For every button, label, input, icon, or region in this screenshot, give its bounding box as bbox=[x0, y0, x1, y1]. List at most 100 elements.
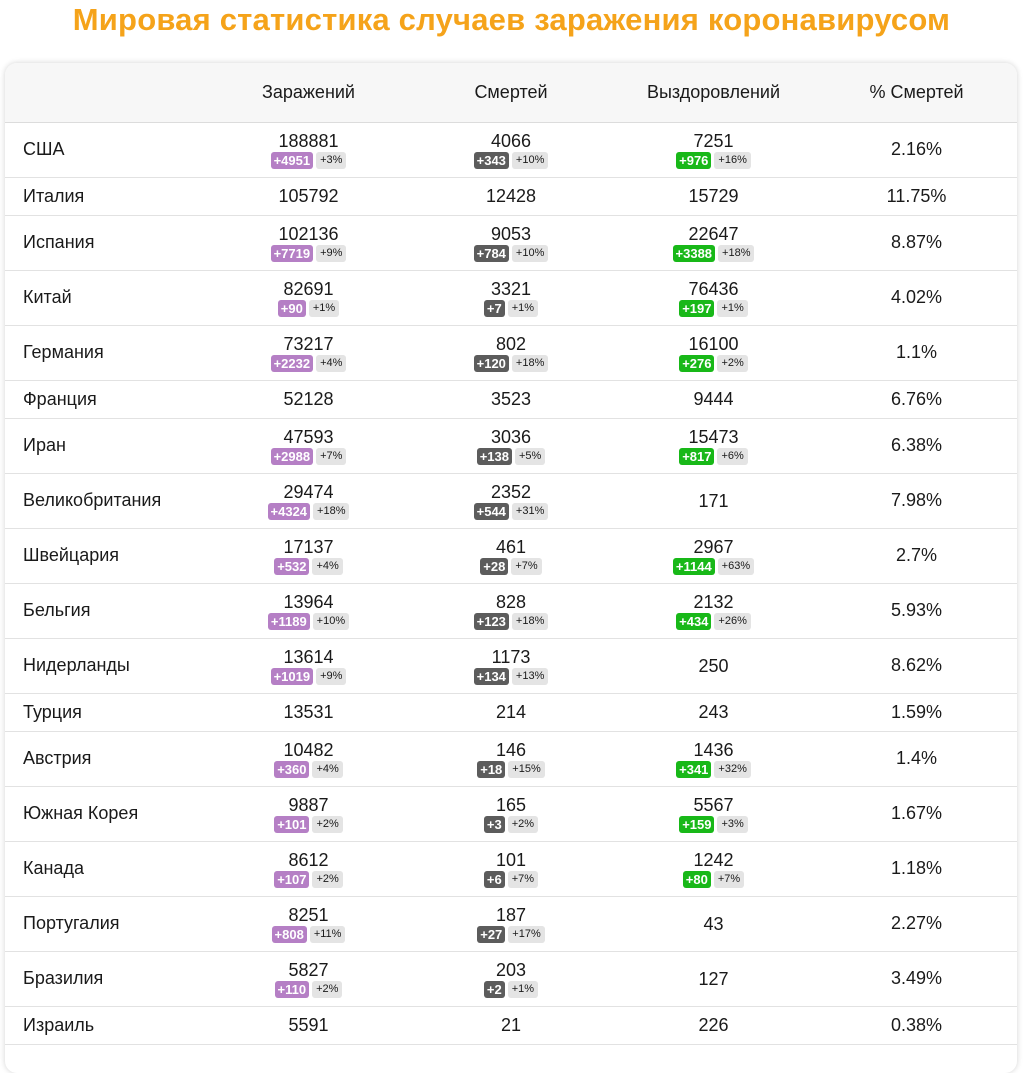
deaths-percent-badge: +10% bbox=[511, 244, 549, 262]
deaths-value: 12428 bbox=[485, 186, 537, 206]
recovered-cell: 15473 +817 +6% bbox=[611, 418, 816, 473]
deaths-change-badges: +18 +15% bbox=[411, 760, 611, 778]
deaths-cell: 203 +2 +1% bbox=[411, 951, 611, 1006]
cases-new-badge: +107 bbox=[274, 870, 310, 888]
deaths-new-badge: +27 bbox=[477, 925, 506, 943]
mortality-value: 1.18% bbox=[890, 858, 943, 878]
mortality-value: 8.62% bbox=[890, 655, 943, 675]
cases-value: 102136 bbox=[278, 223, 339, 244]
deaths-value: 3523 bbox=[490, 389, 532, 409]
cases-percent-badge: +2% bbox=[312, 815, 343, 833]
deaths-percent-badge: +13% bbox=[511, 667, 549, 685]
mortality-value: 6.38% bbox=[890, 435, 943, 455]
cases-value: 5591 bbox=[288, 1015, 329, 1035]
cases-new-badge: +1189 bbox=[267, 612, 310, 630]
cases-percent-badge: +4% bbox=[316, 354, 347, 372]
recovered-cell: 171 bbox=[611, 473, 816, 528]
cases-percent-badge: +11% bbox=[309, 925, 346, 943]
deaths-value: 9053 bbox=[490, 223, 532, 244]
deaths-change-badges: +27 +17% bbox=[411, 925, 611, 943]
cases-change-badges: +107 +2% bbox=[206, 870, 411, 888]
country-name: Бельгия bbox=[23, 600, 91, 620]
cases-new-badge: +2988 bbox=[270, 447, 314, 465]
cases-cell: 29474 +4324 +18% bbox=[206, 473, 411, 528]
cases-new-badge: +1019 bbox=[270, 667, 314, 685]
deaths-cell: 828 +123 +18% bbox=[411, 583, 611, 638]
country-name: Канада bbox=[23, 858, 84, 878]
deaths-value: 4066 bbox=[490, 130, 532, 151]
cases-cell: 47593 +2988 +7% bbox=[206, 418, 411, 473]
mortality-value: 2.16% bbox=[890, 139, 943, 159]
cases-change-badges: +2988 +7% bbox=[206, 447, 411, 465]
deaths-value: 1173 bbox=[491, 646, 531, 667]
deaths-percent-badge: +1% bbox=[507, 980, 539, 998]
deaths-percent-badge: +17% bbox=[508, 925, 545, 943]
cases-change-badges: +532 +4% bbox=[206, 557, 411, 575]
cases-change-badges: +7719 +9% bbox=[206, 244, 411, 262]
recovered-value: 16100 bbox=[688, 333, 739, 354]
deaths-new-badge: +134 bbox=[473, 667, 509, 685]
table-row: США 188881 +4951 +3% 4066 +343 +10% 7251 +976 +16… bbox=[5, 122, 1017, 177]
cases-value: 105792 bbox=[278, 186, 339, 206]
country-name: Португалия bbox=[23, 913, 120, 933]
cases-value: 5827 bbox=[288, 959, 329, 980]
mortality-value: 4.02% bbox=[890, 287, 943, 307]
cases-new-badge: +532 bbox=[274, 557, 310, 575]
table-row: Италия 105792 12428 15729 11.75% bbox=[5, 177, 1017, 215]
country-name: Италия bbox=[23, 185, 85, 206]
mortality-value: 7.98% bbox=[890, 490, 943, 510]
table-row: Канада 8612 +107 +2% 101 +6 +7% 1242 +80 +7% 1.18% bbox=[5, 841, 1017, 896]
recovered-new-badge: +80 bbox=[682, 870, 711, 888]
table-row: Швейцария 17137 +532 +4% 461 +28 +7% 2967 +1144 +… bbox=[5, 528, 1017, 583]
recovered-new-badge: +159 bbox=[679, 815, 715, 833]
deaths-cell: 802 +120 +18% bbox=[411, 325, 611, 380]
mortality-value: 8.87% bbox=[890, 232, 943, 252]
country-name: Австрия bbox=[23, 748, 92, 768]
cases-cell: 52128 bbox=[206, 380, 411, 418]
cases-value: 13964 bbox=[283, 591, 334, 612]
header-row: Заражений Смертей Выздоровлений % Смерте… bbox=[5, 63, 1017, 123]
country-name: Иран bbox=[23, 435, 66, 455]
cases-percent-badge: +2% bbox=[312, 870, 343, 888]
cases-percent-badge: +9% bbox=[316, 244, 347, 262]
deaths-cell: 21 bbox=[411, 1006, 611, 1044]
table-row: Израиль 5591 21 226 0.38% bbox=[5, 1006, 1017, 1044]
cases-cell: 13964 +1189 +10% bbox=[206, 583, 411, 638]
deaths-percent-badge: +1% bbox=[507, 299, 539, 317]
table-body: США 188881 +4951 +3% 4066 +343 +10% 7251 +976 +16… bbox=[5, 122, 1017, 1044]
deaths-change-badges: +6 +7% bbox=[411, 870, 611, 888]
cases-value: 9887 bbox=[288, 794, 329, 815]
recovered-percent-badge: +7% bbox=[713, 870, 745, 888]
recovered-new-badge: +434 bbox=[676, 612, 712, 630]
deaths-change-badges: +784 +10% bbox=[411, 244, 611, 262]
mortality-value: 5.93% bbox=[890, 600, 943, 620]
deaths-new-badge: +7 bbox=[483, 299, 505, 317]
table-row: Португалия 8251 +808 +11% 187 +27 +17% 43 2.27% bbox=[5, 896, 1017, 951]
header-cases: Заражений bbox=[206, 63, 411, 123]
mortality-value: 1.59% bbox=[890, 701, 943, 722]
deaths-cell: 3321 +7 +1% bbox=[411, 270, 611, 325]
recovered-value: 9444 bbox=[693, 389, 734, 409]
cases-percent-badge: +7% bbox=[316, 447, 347, 465]
cases-change-badges: +808 +11% bbox=[206, 925, 411, 943]
mortality-value: 1.4% bbox=[895, 748, 938, 768]
recovered-new-badge: +976 bbox=[676, 151, 712, 169]
recovered-percent-badge: +3% bbox=[717, 815, 748, 833]
deaths-change-badges: +544 +31% bbox=[411, 502, 611, 520]
cases-new-badge: +4324 bbox=[267, 502, 311, 520]
deaths-change-badges: +343 +10% bbox=[411, 151, 611, 169]
recovered-change-badges: +817 +6% bbox=[611, 447, 816, 465]
table-row: Великобритания 29474 +4324 +18% 2352 +544 +31%… bbox=[5, 473, 1017, 528]
recovered-value: 243 bbox=[698, 702, 729, 722]
cases-cell: 82691 +90 +1% bbox=[206, 270, 411, 325]
mortality-value: 0.38% bbox=[890, 1014, 943, 1035]
deaths-value: 3036 bbox=[490, 426, 532, 447]
cases-new-badge: +90 bbox=[277, 299, 306, 317]
recovered-value: 2967 bbox=[693, 536, 734, 557]
recovered-cell: 2967 +1144 +63% bbox=[611, 528, 816, 583]
mortality-value: 2.27% bbox=[890, 913, 943, 933]
recovered-cell: 243 bbox=[611, 693, 816, 731]
cases-cell: 13614 +1019 +9% bbox=[206, 638, 411, 693]
deaths-cell: 12428 bbox=[411, 177, 611, 215]
country-name: Нидерланды bbox=[23, 655, 130, 675]
